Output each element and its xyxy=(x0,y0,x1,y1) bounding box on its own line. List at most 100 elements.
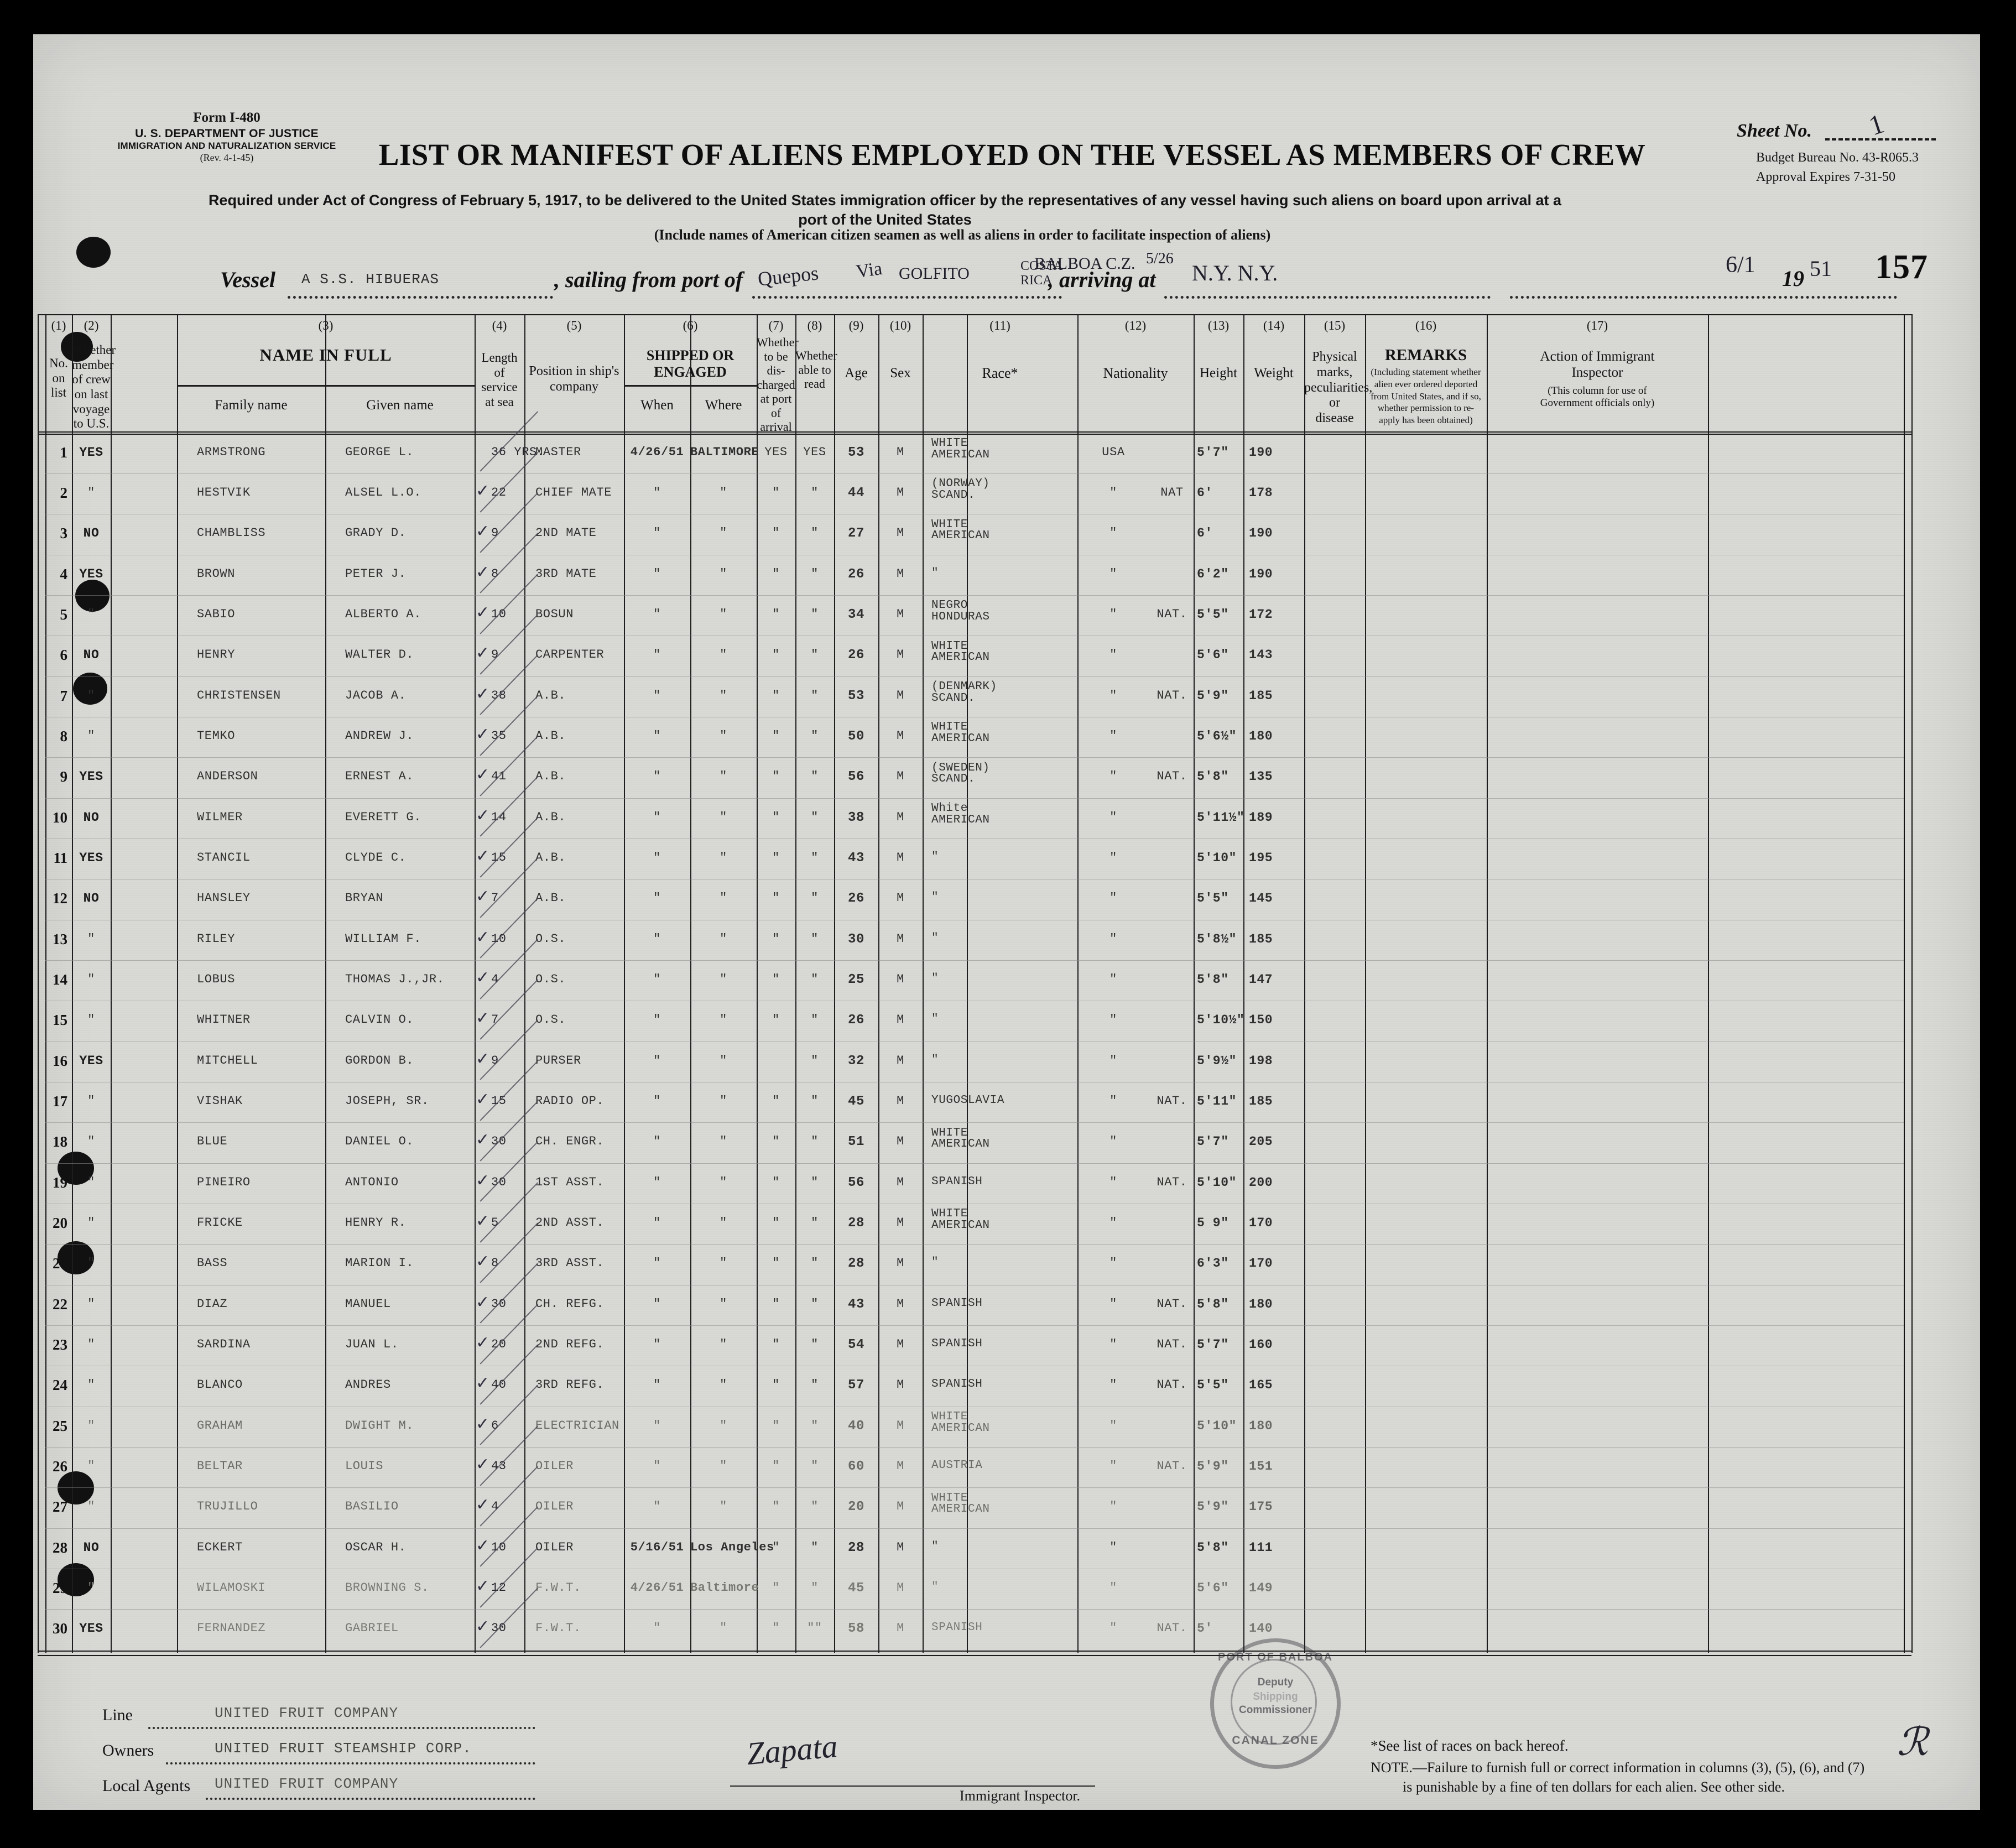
cell-height: 5'8" xyxy=(1197,1297,1229,1311)
cell-whether-discharged: " xyxy=(772,1378,780,1392)
arriving-at-rule xyxy=(1164,296,1491,299)
cell-member-of-crew: " xyxy=(87,972,95,986)
length-of-service-checkmark: ✓ xyxy=(476,1090,490,1108)
column-number-16: (16) xyxy=(1415,319,1437,332)
column-number-7: (7) xyxy=(768,319,784,332)
cell-weight: 190 xyxy=(1249,526,1273,541)
column-number-12: (12) xyxy=(1124,319,1147,332)
header-physical-marks: Physical marks, peculiarities, or disease xyxy=(1304,350,1373,426)
document-paper xyxy=(33,34,1980,1810)
cell-nationality: " xyxy=(1109,931,1117,946)
column-number-14: (14) xyxy=(1263,319,1285,332)
cell-nationality: " xyxy=(1109,1500,1117,1514)
cell-naturalization: NAT. xyxy=(1157,769,1187,784)
cell-member-of-crew: " xyxy=(87,1256,95,1271)
form-revision: (Rev. 4-1-45) xyxy=(200,152,254,163)
cell-race: " xyxy=(931,1256,939,1269)
cell-height: 5'9" xyxy=(1197,1459,1229,1474)
cell-position: 3RD MATE xyxy=(535,566,597,581)
cell-weight: 178 xyxy=(1249,486,1273,500)
cell-weight: 149 xyxy=(1249,1581,1273,1595)
cell-member-of-crew: " xyxy=(87,1013,95,1027)
cell-sex: M xyxy=(897,526,904,540)
cell-whether-able-to-read: " xyxy=(811,1134,819,1149)
column-number-3: (3) xyxy=(318,319,334,332)
cell-shipped-when: " xyxy=(653,1053,661,1068)
cell-shipped-when: " xyxy=(653,526,661,540)
cell-given-name: BROWNING S. xyxy=(345,1581,429,1595)
cell-given-name: PETER J. xyxy=(345,566,407,581)
punch-hole xyxy=(61,332,93,362)
cell-whether-able-to-read: " xyxy=(811,688,819,702)
cell-shipped-where: " xyxy=(720,810,727,824)
cell-race-line2: AMERICAN xyxy=(931,1219,990,1232)
cell-height: 5'9½" xyxy=(1197,1053,1237,1068)
cell-sex: M xyxy=(897,1337,904,1351)
cell-whether-discharged: " xyxy=(772,1256,780,1271)
row-number: 2 xyxy=(60,485,68,501)
table-row-separator xyxy=(45,798,1904,799)
cell-given-name: DANIEL O. xyxy=(345,1134,414,1149)
stamp-commissioner-text: Commissioner xyxy=(1239,1704,1312,1716)
cell-whether-able-to-read: " xyxy=(811,810,819,824)
cell-height: 5'6" xyxy=(1197,648,1229,663)
include-names-note: (Include names of American citizen seame… xyxy=(654,227,1271,243)
cell-family-name: WILAMOSKI xyxy=(197,1581,266,1595)
cell-shipped-where: " xyxy=(720,1256,727,1271)
sailing-port-golfito: GOLFITO xyxy=(899,264,970,283)
sheet-no-rule xyxy=(1825,138,1936,140)
date-rule xyxy=(1510,296,1897,299)
immigrant-inspector-label: Immigrant Inspector. xyxy=(960,1788,1081,1804)
cell-family-name: VISHAK xyxy=(197,1094,243,1108)
cell-shipped-where: " xyxy=(720,891,727,905)
cell-length-of-service: 4 xyxy=(491,1500,499,1514)
length-of-service-checkmark: ✓ xyxy=(476,1496,490,1514)
cell-age: 34 xyxy=(847,607,864,622)
row-number: 25 xyxy=(53,1417,67,1434)
cell-shipped-when: " xyxy=(653,972,661,986)
row-number: 21 xyxy=(53,1255,67,1272)
table-column-divider xyxy=(1365,314,1366,1653)
cell-nationality: " xyxy=(1109,1013,1117,1027)
header-whether-discharged: Whether to be dis-charged at port of arrival xyxy=(757,335,799,434)
cell-race-line1: WHITE xyxy=(931,639,968,653)
cell-sex: M xyxy=(897,1621,904,1636)
cell-weight: 143 xyxy=(1249,648,1273,663)
cell-whether-discharged: " xyxy=(772,1337,780,1351)
cell-whether-discharged: " xyxy=(772,810,780,824)
cell-shipped-when: " xyxy=(653,1418,661,1433)
length-of-service-checkmark: ✓ xyxy=(476,806,490,825)
cell-race: " xyxy=(931,891,939,904)
cell-naturalization: NAT. xyxy=(1157,607,1187,621)
cell-sex: M xyxy=(897,810,904,824)
cell-nationality: " xyxy=(1109,1540,1117,1554)
length-of-service-checkmark: ✓ xyxy=(476,969,490,987)
cell-whether-discharged: " xyxy=(772,972,780,986)
cell-sex: M xyxy=(897,931,904,946)
line-value: UNITED FRUIT COMPANY xyxy=(215,1705,399,1721)
table-row-separator xyxy=(45,1122,1904,1123)
row-number: 19 xyxy=(53,1174,67,1191)
cell-weight: 150 xyxy=(1249,1013,1273,1028)
cell-age: 56 xyxy=(847,1175,864,1190)
cell-shipped-where: " xyxy=(720,1216,727,1230)
cell-given-name: CLYDE C. xyxy=(345,851,407,865)
cell-length-of-service: 6 xyxy=(491,1418,499,1433)
cell-nationality: " xyxy=(1109,607,1117,621)
cell-sex: M xyxy=(897,445,904,459)
cell-race-line2: SCAND. xyxy=(931,489,976,502)
cell-height: 5'6½" xyxy=(1197,729,1237,743)
cell-family-name: HESTVIK xyxy=(197,486,251,499)
cell-position: ELECTRICIAN xyxy=(535,1418,619,1433)
cell-whether-discharged: YES xyxy=(764,445,788,459)
cell-race-line2: AMERICAN xyxy=(931,1503,990,1516)
cell-nationality: " xyxy=(1109,729,1117,743)
length-of-service-checkmark: ✓ xyxy=(476,1617,490,1636)
cell-race-line1: (DENMARK) xyxy=(931,680,997,693)
cell-race: " xyxy=(931,1581,939,1594)
owners-value: UNITED FRUIT STEAMSHIP CORP. xyxy=(215,1740,472,1757)
cell-whether-able-to-read: " xyxy=(811,851,819,865)
row-number: 29 xyxy=(53,1580,67,1596)
cell-given-name: ANTONIO xyxy=(345,1175,399,1189)
length-of-service-checkmark: ✓ xyxy=(476,847,490,865)
